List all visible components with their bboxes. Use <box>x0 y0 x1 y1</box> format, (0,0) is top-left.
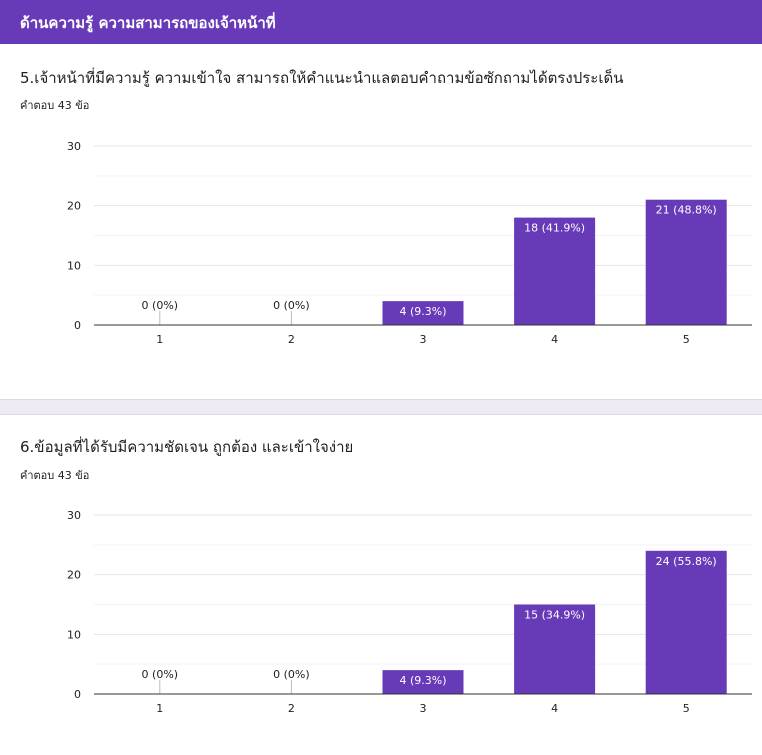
x-tick-label: 5 <box>683 702 690 715</box>
data-label: 4 (9.3%) <box>399 305 446 318</box>
x-tick-label: 4 <box>551 333 558 346</box>
data-label: 18 (41.9%) <box>524 222 585 235</box>
y-tick-label: 10 <box>67 259 81 272</box>
data-label: 0 (0%) <box>273 299 310 312</box>
y-tick-label: 0 <box>74 688 81 701</box>
data-label: 4 (9.3%) <box>399 674 446 687</box>
x-tick-label: 1 <box>156 333 163 346</box>
bar <box>514 604 596 694</box>
question-title: 6.ข้อมูลที่ได้รับมีความชัดเจน ถูกต้อง แล… <box>20 438 354 456</box>
bar-chart: 0 10 20 30 0 (0%) 1 0 (0%) 2 4 (9.3%) 3 18 (41.9%)… <box>67 140 752 346</box>
y-tick-label: 30 <box>67 140 81 153</box>
question-card-6: 6.ข้อมูลที่ได้รับมีความชัดเจน ถูกต้อง แล… <box>0 414 762 755</box>
bar <box>382 670 464 694</box>
data-label: 24 (55.8%) <box>656 555 717 568</box>
y-tick-label: 20 <box>67 200 81 213</box>
data-label: 15 (34.9%) <box>524 609 585 622</box>
x-tick-label: 2 <box>288 333 295 346</box>
response-count: คำตอบ 43 ข้อ <box>20 99 90 112</box>
x-tick-label: 2 <box>288 702 295 715</box>
response-count: คำตอบ 43 ข้อ <box>20 469 90 482</box>
x-tick-label: 5 <box>683 333 690 346</box>
data-label: 0 (0%) <box>142 299 179 312</box>
x-tick-label: 4 <box>551 702 558 715</box>
bar-chart: 0 10 20 30 0 (0%) 1 0 (0%) 2 4 (9.3%) 3 15 (34.9%)… <box>67 509 752 715</box>
bar <box>645 199 727 325</box>
x-tick-label: 3 <box>420 333 427 346</box>
bar <box>382 301 464 325</box>
x-tick-label: 3 <box>420 702 427 715</box>
question-card-5: 5.เจ้าหน้าที่มีความรู้ ความเข้าใจ สามารถ… <box>0 44 762 400</box>
bar <box>514 217 596 325</box>
y-tick-label: 20 <box>67 569 81 582</box>
data-label: 21 (48.8%) <box>656 204 717 217</box>
y-tick-label: 30 <box>67 509 81 522</box>
bar <box>645 550 727 694</box>
data-label: 0 (0%) <box>273 668 310 681</box>
data-label: 0 (0%) <box>142 668 179 681</box>
x-tick-label: 1 <box>156 702 163 715</box>
y-tick-label: 0 <box>74 319 81 332</box>
question-title: 5.เจ้าหน้าที่มีความรู้ ความเข้าใจ สามารถ… <box>20 69 624 87</box>
section-header: ด้านความรู้ ความสามารถของเจ้าหน้าที่ <box>0 0 762 44</box>
y-tick-label: 10 <box>67 628 81 641</box>
section-title: ด้านความรู้ ความสามารถของเจ้าหน้าที่ <box>20 14 276 32</box>
